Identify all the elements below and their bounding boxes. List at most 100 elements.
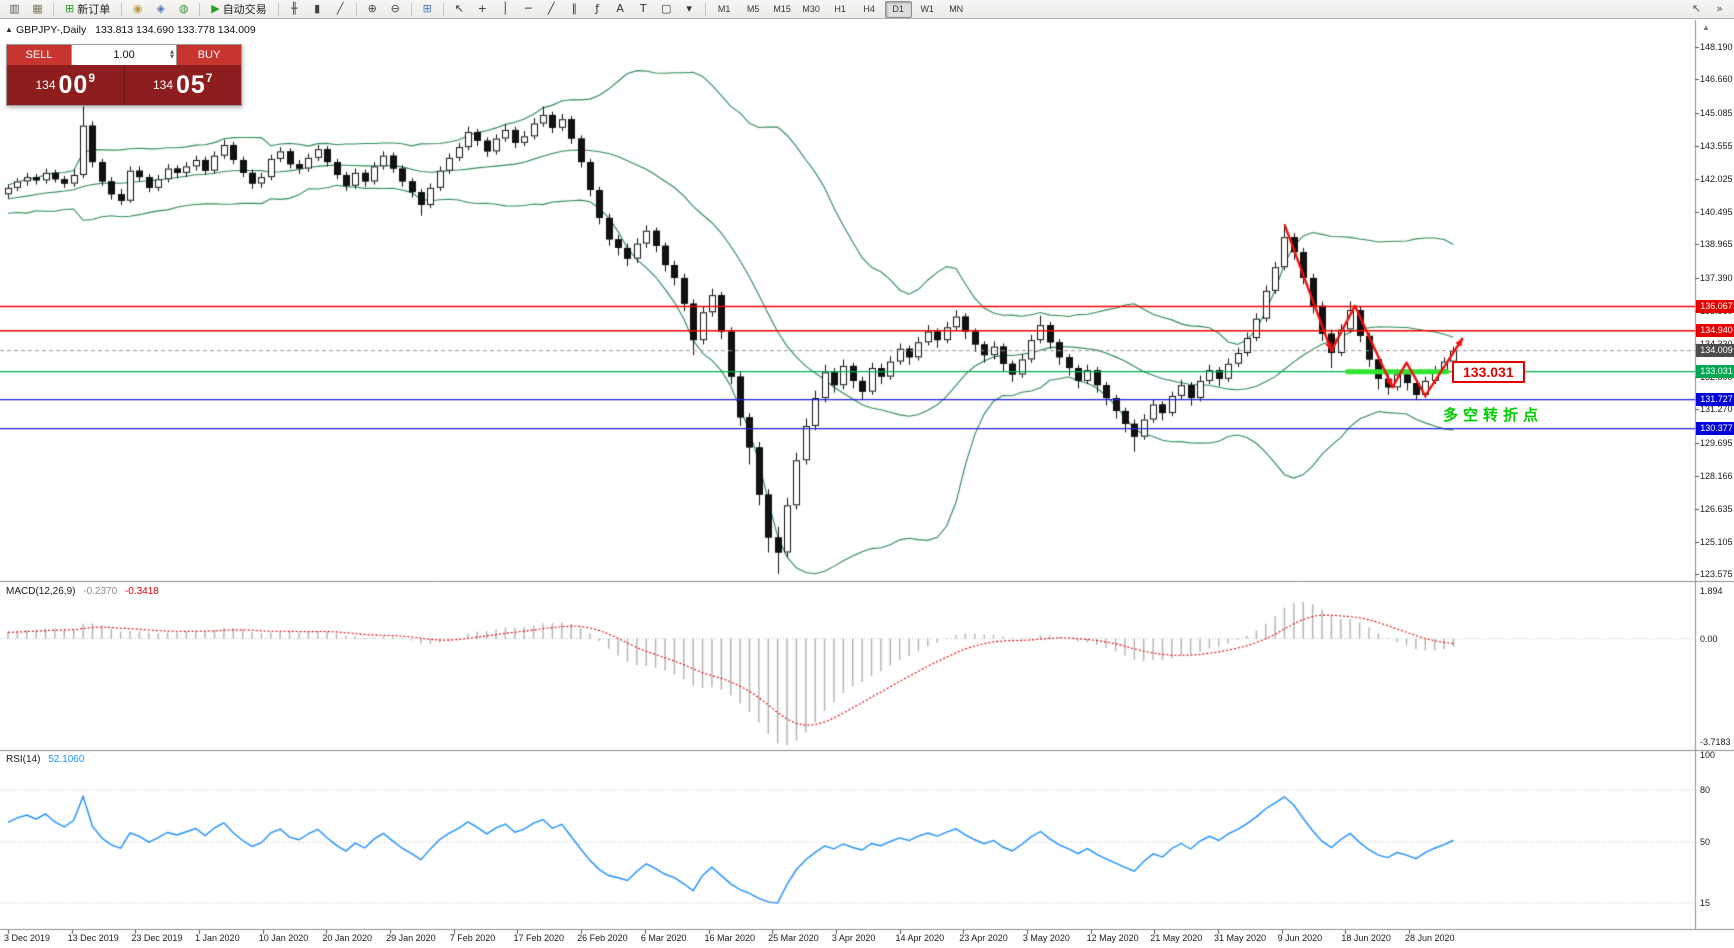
time-axis-label: 23 Dec 2019 (131, 933, 183, 943)
price-axis-label: 137.390 (1700, 273, 1733, 284)
timeframe-button-d1[interactable]: D1 (884, 0, 912, 18)
timeframe-button-h4[interactable]: H4 (863, 4, 875, 14)
shapes-dropdown-icon[interactable]: ▾ (679, 0, 700, 18)
stepper-down-icon[interactable]: ▼ (170, 54, 174, 60)
zoom-out-button[interactable]: ⊖ (385, 0, 406, 18)
rsi-axis-label: 80 (1700, 784, 1711, 795)
volume-input[interactable]: 1.00 ▲ ▼ (71, 45, 177, 65)
crosshair-icon: + (477, 2, 487, 15)
price-axis-badge: 134.940 (1696, 323, 1734, 337)
sell-button[interactable]: SELL (7, 45, 71, 65)
timeframe-button-m15[interactable]: M15 (773, 4, 791, 14)
chart-title: GBPJPY-,Daily 133.813 134.690 133.778 13… (16, 24, 256, 36)
buy-price-display[interactable]: 134 05 7 (125, 65, 242, 105)
data-window-icon: ◈ (156, 2, 165, 15)
shapes-icon[interactable]: ▢ (656, 0, 677, 18)
price-axis-label: 145.085 (1700, 108, 1733, 119)
trendline-icon[interactable]: ╱ (541, 0, 562, 18)
data-window-icon[interactable]: ◈ (150, 0, 171, 18)
time-axis-label: 10 Jan 2020 (258, 933, 309, 943)
toolbar-separator (355, 2, 357, 16)
timeframe-button-m30[interactable]: M30 (802, 4, 820, 14)
new-chart-icon: ▥ (9, 2, 20, 15)
toolbar-overflow-icon[interactable]: » (1709, 0, 1730, 18)
price-axis-badge: 133.031 (1696, 364, 1734, 378)
label-icon: T (639, 2, 647, 15)
timeframe-button-mn[interactable]: MN (949, 4, 964, 14)
time-axis-label: 23 Apr 2020 (959, 933, 1008, 943)
autotrade-button: ▶ (211, 2, 220, 15)
time-axis-label: 28 Jun 2020 (1405, 933, 1455, 943)
price-axis-label: 138.965 (1700, 239, 1733, 250)
time-axis-label: 6 Mar 2020 (640, 933, 687, 943)
time-axis-label: 25 Mar 2020 (768, 933, 819, 943)
bar-chart-icon: ╫ (290, 2, 298, 15)
chart-ohlc-values: 133.813 134.690 133.778 134.009 (95, 24, 256, 36)
cursor-icon: ↖ (454, 2, 464, 15)
chart-profile-icon[interactable]: ▦ (27, 0, 48, 18)
fibonacci-icon[interactable]: ƒ (587, 0, 608, 18)
price-axis-badge: 134.009 (1696, 343, 1734, 357)
text-icon[interactable]: A (610, 0, 631, 18)
rsi-name: RSI(14) (6, 754, 41, 765)
timeframe-button-m5[interactable]: M5 (746, 4, 760, 14)
crosshair-icon[interactable]: + (472, 0, 493, 18)
macd-axis-label: 0.00 (1700, 633, 1718, 644)
autotrade-button[interactable]: ▶ 自动交易 (205, 0, 272, 18)
one-click-collapse-icon[interactable]: ▲ (5, 25, 13, 34)
buy-button[interactable]: BUY (177, 45, 241, 65)
rsi-header: RSI(14) 52.1060 (6, 754, 84, 765)
price-axis-badge: 131.727 (1696, 392, 1734, 406)
timeframe-button-w1[interactable]: W1 (920, 4, 934, 14)
sell-price-display[interactable]: 134 00 9 (7, 65, 124, 105)
macd-main-value: -0.2370 (83, 586, 118, 597)
rsi-value: 52.1060 (48, 754, 85, 765)
buy-price-prefix: 134 (152, 78, 174, 92)
macd-axis-label: -3.7183 (1700, 737, 1731, 747)
bar-chart-icon[interactable]: ╫ (284, 0, 305, 18)
time-axis-label: 14 Apr 2020 (895, 933, 945, 943)
horizontal-line-icon[interactable]: ─ (518, 0, 539, 18)
one-click-trading-panel: SELL 1.00 ▲ ▼ BUY 134 00 9 134 05 7 (6, 44, 242, 106)
zoom-in-button[interactable]: ⊕ (362, 0, 383, 18)
vertical-line-icon[interactable]: │ (495, 0, 516, 18)
turning-point-note[interactable]: 多空转折点 (1443, 407, 1544, 424)
vertical-line-icon: │ (501, 2, 509, 15)
zoom-in-button: ⊕ (367, 2, 377, 15)
fibonacci-icon: ƒ (595, 2, 600, 15)
cursor-icon[interactable]: ↖ (449, 0, 470, 18)
volume-stepper[interactable]: ▲ ▼ (170, 50, 174, 60)
tile-windows-icon[interactable]: ⊞ (417, 0, 438, 18)
candlestick-chart-icon[interactable]: ▮ (307, 0, 328, 18)
chart-profile-icon: ▦ (32, 2, 43, 15)
time-axis-label: 7 Feb 2020 (449, 933, 496, 943)
navigator-icon[interactable]: ◍ (173, 0, 194, 18)
sell-price-main: 00 (58, 70, 89, 99)
time-axis-label: 3 Apr 2020 (831, 933, 876, 943)
label-icon[interactable]: T (633, 0, 654, 18)
stepper-up-icon[interactable]: ▲ (170, 49, 174, 55)
new-chart-icon[interactable]: ▥ (4, 0, 25, 18)
price-scale-scroll-icon[interactable]: ▲ (1702, 23, 1710, 32)
price-axis-label: 128.166 (1700, 471, 1733, 481)
shapes-icon: ▢ (660, 2, 672, 15)
line-chart-icon[interactable]: ╱ (330, 0, 351, 18)
autotrade-button-label: 自动交易 (222, 4, 267, 16)
price-axis-label: 148.190 (1700, 41, 1733, 52)
pointer-mode-icon[interactable]: ↖ (1686, 0, 1707, 18)
timeframe-button-m1[interactable]: M1 (717, 4, 731, 14)
price-axis-label: 142.025 (1700, 173, 1733, 184)
toolbar-separator (277, 2, 279, 16)
price-level-label-box[interactable]: 133.031 (1452, 361, 1525, 383)
channel-icon[interactable]: ∥ (564, 0, 585, 18)
time-axis-label: 3 May 2020 (1022, 933, 1070, 943)
horizontal-line-icon: ─ (524, 2, 532, 15)
market-watch-icon[interactable]: ◉ (127, 0, 148, 18)
rsi-axis-label: 100 (1700, 750, 1716, 760)
time-axis-label: 13 Dec 2019 (67, 933, 119, 943)
price-axis-label: 125.105 (1700, 536, 1733, 547)
timeframe-button-h1[interactable]: H1 (834, 4, 846, 14)
new-order-button[interactable]: ⊞ 新订单 (59, 0, 116, 18)
